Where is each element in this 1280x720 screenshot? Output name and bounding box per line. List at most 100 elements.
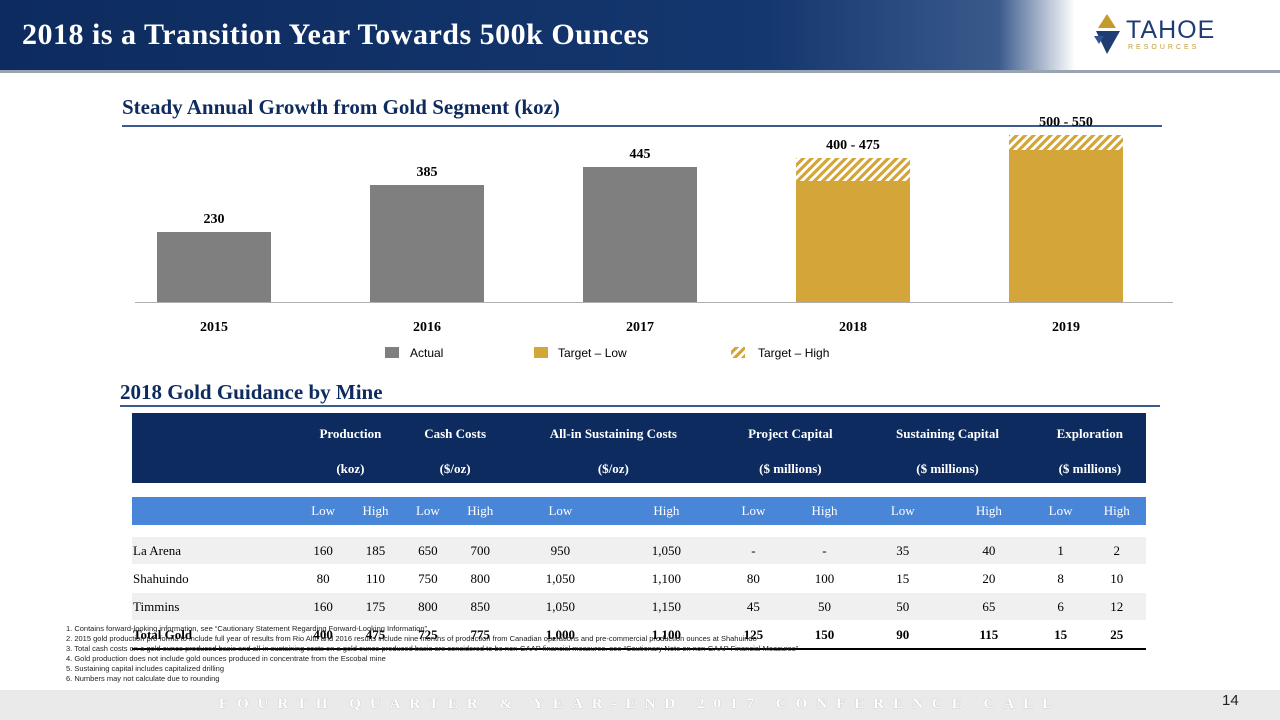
legend-swatch-target-high — [731, 347, 745, 358]
bar-target-low — [1009, 150, 1123, 302]
low-header: Low — [861, 497, 945, 525]
table-cell: 1 — [1033, 537, 1088, 565]
table-cell: 65 — [944, 592, 1034, 621]
table-cell: 1,050 — [507, 564, 614, 593]
table-cell: 10 — [1087, 564, 1146, 593]
bar-actual — [370, 185, 484, 302]
page-title: 2018 is a Transition Year Towards 500k O… — [22, 18, 650, 51]
table-cell: 20 — [944, 564, 1034, 593]
bar-data-label: 400 - 475 — [826, 137, 880, 153]
bar-target-high — [1009, 135, 1123, 151]
logo-subtitle: RESOURCES — [1128, 44, 1200, 51]
table-cell: 12 — [1087, 592, 1146, 621]
footnote-6: 6. Numbers may not calculate due to roun… — [66, 674, 220, 683]
table-cell: 100 — [787, 564, 862, 593]
table-cell: 650 — [402, 537, 453, 565]
bar-actual — [157, 232, 271, 302]
total-cell: 25 — [1087, 620, 1146, 650]
footnote-2: 2. 2015 gold production pro forma to inc… — [66, 634, 757, 643]
footer-band — [0, 690, 1280, 720]
table-cell: 950 — [507, 537, 614, 565]
high-header: High — [348, 497, 403, 525]
low-header: Low — [402, 497, 453, 525]
group-unit-project-capital: ($ millions) — [759, 461, 822, 476]
table-low-high-header: Low High Low High Low High Low High Low High … — [132, 497, 1146, 525]
low-header: Low — [507, 497, 614, 525]
bar-target-low — [796, 180, 910, 302]
table-cell: 110 — [348, 564, 403, 593]
x-tick-label: 2018 — [839, 320, 867, 335]
table-spacer — [132, 525, 1146, 537]
group-label-aisc: All-in Sustaining Costs — [549, 426, 677, 441]
table-cell: 175 — [348, 592, 403, 621]
guidance-section-title: 2018 Gold Guidance by Mine — [120, 380, 383, 404]
bar-data-label: 445 — [629, 146, 651, 162]
bar-data-label: 230 — [203, 212, 225, 228]
table-cell: 8 — [1033, 564, 1088, 593]
table-cell: 40 — [944, 537, 1034, 565]
table-cell: 750 — [402, 564, 453, 593]
bar-actual — [583, 166, 697, 302]
x-tick-label: 2015 — [200, 320, 228, 335]
table-cell: 50 — [787, 592, 862, 621]
x-tick-label: 2017 — [626, 320, 654, 335]
total-cell: 125 — [719, 620, 788, 650]
footnote-5: 5. Sustaining capital includes capitaliz… — [66, 664, 225, 673]
table-row: La Arena 160 185 650 700 950 1,050- -35 40 1 2 — [132, 537, 1146, 565]
table-spacer — [132, 483, 1146, 497]
table-unit-header: (koz) ($/oz) ($/oz) ($ millions) ($ mill… — [132, 455, 1146, 483]
logo-mark-icon — [1094, 14, 1120, 54]
group-label-cash-costs: Cash Costs — [424, 426, 486, 441]
legend-swatch-actual — [385, 347, 399, 358]
table-cell: 6 — [1033, 592, 1088, 621]
table-cell: 800 — [402, 592, 453, 621]
legend-swatch-target-low — [534, 347, 548, 358]
table-cell: 1,050 — [613, 537, 720, 565]
group-label-sustaining-capital: Sustaining Capital — [896, 426, 999, 441]
mine-name: Timmins — [132, 592, 298, 621]
footer-text: FOURTH QUARTER & YEAR-END 2017 CONFERENC… — [218, 696, 1062, 712]
low-header: Low — [1033, 497, 1088, 525]
high-header: High — [787, 497, 862, 525]
table-group-header: Production Cash Costs All-in Sustaining … — [132, 413, 1146, 455]
bar-data-label: 385 — [416, 165, 438, 181]
mine-name: Shahuindo — [132, 564, 298, 593]
chart-x-axis — [135, 302, 1173, 303]
legend-target-high: Target – High — [758, 346, 830, 360]
total-cell: 1,000 — [507, 620, 614, 650]
table-cell: - — [719, 537, 788, 565]
high-header: High — [1087, 497, 1146, 525]
total-cell: 400 — [298, 620, 349, 650]
table-row: Shahuindo 80 110 750 800 1,050 1,100 80 100 15 20 8… — [132, 564, 1146, 593]
total-cell: 15 — [1033, 620, 1088, 650]
table-cell: 160 — [298, 537, 349, 565]
footnote-3: 3. Total cash costs on a gold ounce prod… — [66, 644, 799, 653]
table-cell: 80 — [298, 564, 349, 593]
bar-target-high — [796, 157, 910, 181]
page-number: 14 — [1222, 692, 1239, 709]
table-total-row: Total Gold 400 475 725 775 1,000 1,100 125 150 90… — [132, 620, 1146, 650]
table-cell: - — [787, 537, 862, 565]
legend-target-low: Target – Low — [558, 346, 627, 360]
logo-name: TAHOE — [1126, 16, 1216, 44]
total-cell: 115 — [944, 620, 1034, 650]
total-cell: 1,100 — [613, 620, 720, 650]
chart-section-title: Steady Annual Growth from Gold Segment (… — [122, 95, 560, 119]
legend-actual: Actual — [410, 346, 444, 360]
high-header: High — [453, 497, 508, 525]
table-cell: 15 — [861, 564, 945, 593]
table-cell: 800 — [453, 564, 508, 593]
low-header: Low — [298, 497, 349, 525]
table-cell: 1,050 — [507, 592, 614, 621]
footnotes: 1. Contains forward-looking information,… — [66, 624, 798, 684]
table-cell: 850 — [453, 592, 508, 621]
table-cell: 185 — [348, 537, 403, 565]
total-cell: 725 — [402, 620, 453, 650]
table-cell: 45 — [719, 592, 788, 621]
table-cell: 35 — [861, 537, 945, 565]
high-header: High — [944, 497, 1034, 525]
header-divider — [0, 70, 1280, 73]
group-label-exploration: Exploration — [1056, 426, 1124, 441]
guidance-section-rule — [120, 405, 1160, 407]
group-unit-exploration: ($ millions) — [1058, 461, 1122, 476]
